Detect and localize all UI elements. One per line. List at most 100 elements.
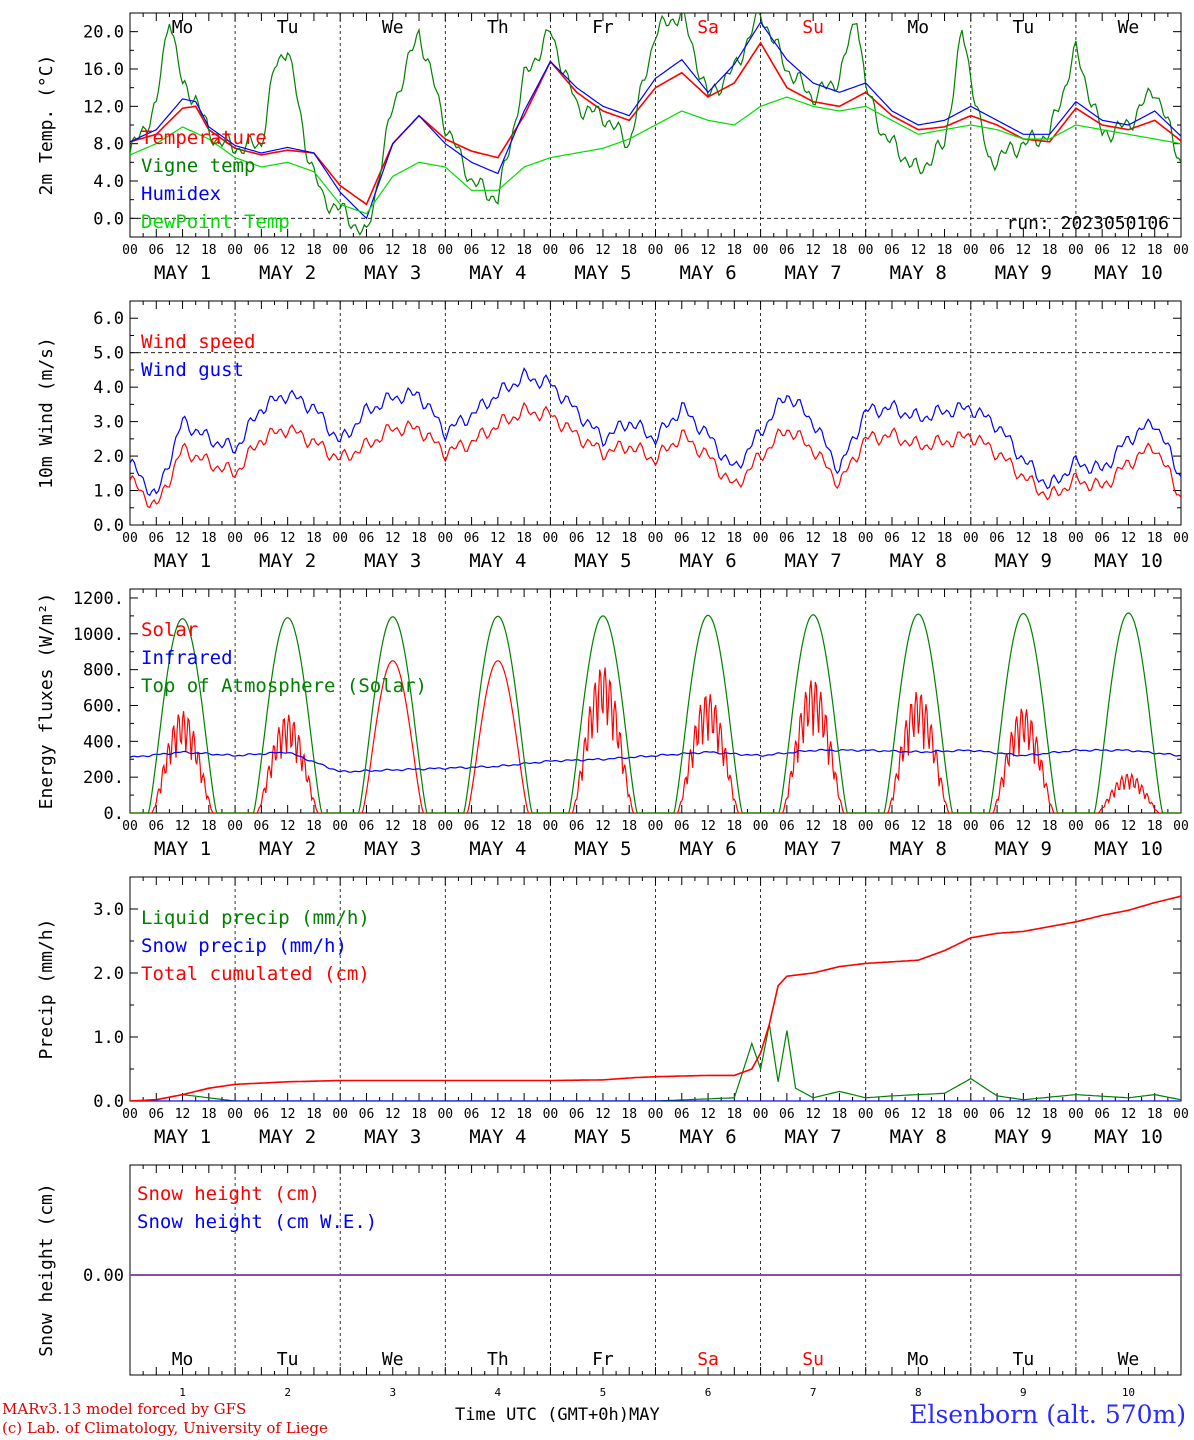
hour-tick-label: 12	[595, 243, 611, 258]
legend-entry: Infrared	[141, 647, 233, 669]
legend-entry: Snow precip (mm/h)	[141, 935, 347, 957]
day-number-label: 4	[495, 1386, 502, 1399]
hour-tick-label: 18	[621, 243, 637, 258]
hour-tick-label: 00	[227, 243, 243, 258]
y-tick-label: 4.0	[93, 378, 124, 398]
hour-tick-label: 06	[569, 243, 585, 258]
panel-wind: 0.0 1.0 2.0 3.0 4.0 5.0 6.0 10m Wind (m/s) Wind …	[36, 300, 1189, 572]
hour-tick-label: 00	[648, 531, 664, 546]
date-label: MAY 8	[890, 550, 947, 572]
y-axis-label: Precip (mm/h)	[36, 919, 57, 1060]
hour-tick-label: 00	[753, 243, 769, 258]
hour-tick-label: 06	[254, 531, 270, 546]
hour-tick-label: 12	[805, 1107, 821, 1122]
hour-tick-label: 00	[122, 531, 138, 546]
y-axis-label: Snow height (cm)	[36, 1183, 57, 1356]
hour-tick-label: 18	[516, 819, 532, 834]
hour-tick-label: 18	[411, 1107, 427, 1122]
date-label: MAY 2	[259, 262, 316, 284]
date-label: MAY 2	[259, 1126, 316, 1148]
hour-tick-label: 06	[464, 531, 480, 546]
y-tick-label: 3.0	[93, 413, 124, 433]
day-number-label: 3	[389, 1386, 396, 1399]
weekday-label: Fr	[592, 1349, 614, 1370]
hour-tick-label: 12	[1121, 1107, 1137, 1122]
hour-tick-label: 06	[989, 243, 1005, 258]
hour-tick-label: 06	[359, 531, 375, 546]
hour-tick-label: 12	[595, 819, 611, 834]
hour-tick-label: 06	[569, 531, 585, 546]
hour-tick-label: 00	[1068, 531, 1084, 546]
hour-tick-label: 00	[437, 1107, 453, 1122]
date-label: MAY 4	[469, 262, 526, 284]
date-label: MAY 4	[469, 550, 526, 572]
weekday-label: Fr	[592, 17, 614, 38]
weekday-label: Mo	[907, 1349, 929, 1370]
series-group	[130, 895, 1181, 1101]
plot-frame	[129, 300, 1182, 526]
date-label: MAY 2	[259, 838, 316, 860]
hour-tick-label: 06	[884, 531, 900, 546]
hour-tick-label: 12	[805, 531, 821, 546]
date-label: MAY 10	[1094, 838, 1163, 860]
hour-tick-label: 06	[1094, 1107, 1110, 1122]
hour-tick-label: 06	[779, 819, 795, 834]
hour-tick-label: 18	[516, 243, 532, 258]
hour-tick-label: 18	[1147, 1107, 1163, 1122]
day-number-label: 1	[179, 1386, 186, 1399]
hour-tick-label: 06	[569, 1107, 585, 1122]
hour-tick-label: 18	[411, 531, 427, 546]
hour-tick-label: 00	[1173, 1107, 1189, 1122]
y-tick-label: 12.0	[83, 97, 124, 117]
series-line-total-cumulated-cm-	[130, 895, 1181, 1101]
hour-tick-label: 06	[148, 819, 164, 834]
hour-tick-label: 12	[1121, 531, 1137, 546]
hour-tick-label: 00	[543, 1107, 559, 1122]
hour-tick-label: 00	[227, 819, 243, 834]
run-annotation: run: 2023050106	[1006, 213, 1169, 234]
weekday-label: We	[382, 17, 404, 38]
series-group	[130, 13, 1181, 236]
hour-tick-label: 12	[1016, 1107, 1032, 1122]
series-line-humidex	[130, 21, 1181, 220]
date-label: MAY 4	[469, 1126, 526, 1148]
y-tick-label: 600.	[83, 696, 124, 716]
date-label: MAY 1	[154, 838, 211, 860]
y-tick-label: 2.0	[93, 964, 124, 984]
y-tick-label: 0.0	[93, 516, 124, 536]
weekday-label: We	[1118, 17, 1140, 38]
hour-tick-label: 06	[674, 531, 690, 546]
hour-tick-label: 00	[858, 531, 874, 546]
hour-tick-label: 06	[779, 243, 795, 258]
series-line-wind-speed	[130, 401, 1181, 509]
hour-tick-label: 06	[148, 1107, 164, 1122]
weekday-label: Tu	[277, 1349, 299, 1370]
hour-tick-label: 00	[437, 243, 453, 258]
legend-entry: Solar	[141, 619, 198, 641]
weekday-label: Mo	[172, 17, 194, 38]
hour-tick-label: 06	[254, 1107, 270, 1122]
y-tick-label: 8.0	[93, 135, 124, 155]
date-label: MAY 6	[679, 262, 736, 284]
y-tick-label: 200.	[83, 768, 124, 788]
hour-tick-label: 18	[201, 531, 217, 546]
date-label: MAY 5	[574, 1126, 631, 1148]
series-line-infrared	[130, 748, 1181, 773]
legend-entry: Wind speed	[141, 331, 255, 353]
hour-tick-label: 00	[648, 243, 664, 258]
hour-tick-label: 12	[805, 819, 821, 834]
legend-entry: Total cumulated (cm)	[141, 963, 370, 985]
hour-tick-label: 18	[1042, 243, 1058, 258]
series-line-solar	[130, 660, 1181, 813]
hour-tick-label: 06	[359, 1107, 375, 1122]
date-label: MAY 1	[154, 550, 211, 572]
hour-tick-label: 12	[175, 243, 191, 258]
hour-tick-label: 06	[464, 1107, 480, 1122]
y-tick-label: 400.	[83, 732, 124, 752]
hour-tick-label: 00	[332, 819, 348, 834]
hour-tick-label: 06	[1094, 531, 1110, 546]
hour-tick-label: 18	[1042, 819, 1058, 834]
hour-tick-label: 18	[306, 819, 322, 834]
y-tick-label: 0.	[104, 804, 124, 824]
date-label: MAY 10	[1094, 262, 1163, 284]
